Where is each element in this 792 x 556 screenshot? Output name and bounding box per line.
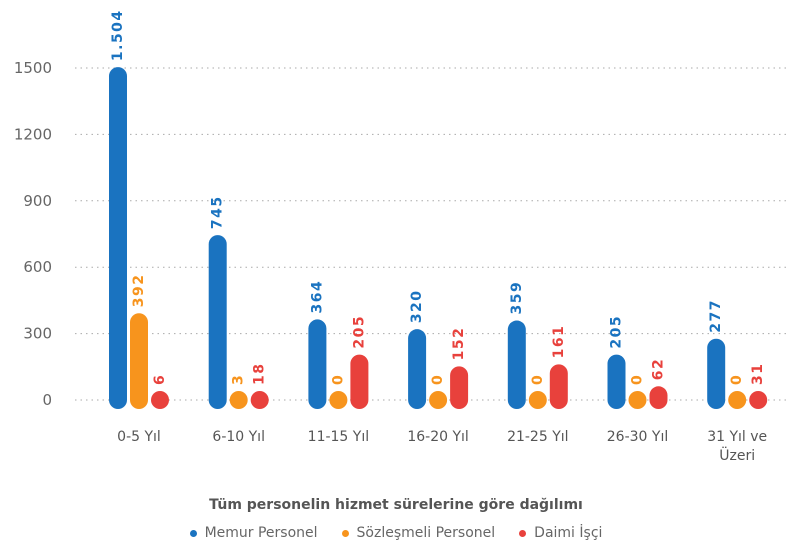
value-label: 745 xyxy=(210,195,226,229)
legend-label: Memur Personel xyxy=(204,525,318,541)
value-label: 1.504 xyxy=(110,9,126,61)
value-label: 6 xyxy=(152,374,168,385)
value-label: 205 xyxy=(609,315,625,349)
value-label: 0 xyxy=(729,374,745,385)
bar xyxy=(250,391,269,409)
legend-marker xyxy=(519,529,527,537)
bar xyxy=(649,386,668,409)
x-tick-label: 31 Yıl ve Üzeri xyxy=(707,429,768,464)
y-tick-label: 600 xyxy=(23,258,52,276)
value-label: 359 xyxy=(509,281,525,315)
x-tick-label: 11-15 Yıl xyxy=(307,429,370,445)
bar xyxy=(308,319,327,409)
y-tick-label: 1500 xyxy=(14,59,52,77)
bar xyxy=(707,338,726,409)
value-label: 320 xyxy=(409,289,425,323)
x-tick-label: 16-20 Yıl xyxy=(407,429,469,445)
value-label: 277 xyxy=(708,299,724,333)
y-tick-label: 900 xyxy=(23,192,52,210)
legend-marker xyxy=(189,529,197,537)
value-label: 392 xyxy=(131,274,147,308)
x-tick-label: 0-5 Yıl xyxy=(117,429,161,445)
value-label: 3 xyxy=(231,374,247,385)
bar xyxy=(350,354,369,409)
value-label: 0 xyxy=(430,374,446,385)
bar xyxy=(549,364,568,409)
bar xyxy=(329,391,348,409)
value-label: 152 xyxy=(451,327,467,361)
bar xyxy=(728,391,747,409)
bar xyxy=(749,391,768,409)
value-label: 31 xyxy=(750,363,766,385)
bar xyxy=(528,391,547,409)
bar xyxy=(151,391,169,409)
legend-label: Sözleşmeli Personel xyxy=(356,525,496,541)
x-tick-label: 26-30 Yıl xyxy=(606,429,669,445)
value-label: 0 xyxy=(630,374,646,385)
bar xyxy=(109,67,127,409)
x-tick-label: 6-10 Yıl xyxy=(212,429,265,445)
legend-marker xyxy=(341,529,349,537)
bar xyxy=(130,313,148,409)
y-tick-label: 0 xyxy=(42,391,52,409)
bar xyxy=(507,320,526,409)
y-tick-label: 1200 xyxy=(14,125,52,143)
bar xyxy=(607,354,626,409)
legend-item: Memur Personel xyxy=(189,525,318,541)
y-tick-label: 300 xyxy=(23,325,52,343)
value-label: 364 xyxy=(309,280,325,314)
legend-label: Daimi İşçi xyxy=(534,525,603,541)
bar xyxy=(229,391,248,409)
value-label: 205 xyxy=(351,315,367,349)
bar xyxy=(208,235,227,409)
legend-item: Daimi İşçi xyxy=(519,525,602,541)
value-label: 62 xyxy=(651,358,667,380)
value-label: 0 xyxy=(530,374,546,385)
bar xyxy=(450,366,469,409)
value-label: 161 xyxy=(551,325,567,359)
legend-item: Sözleşmeli Personel xyxy=(341,525,496,541)
chart-title: Tüm personelin hizmet sürelerine göre da… xyxy=(209,497,583,513)
bar xyxy=(628,391,647,409)
legend: Memur Personel Sözleşmeli Personel Daimi İ… xyxy=(0,525,792,541)
bar xyxy=(429,391,448,409)
bar xyxy=(408,329,427,409)
value-label: 0 xyxy=(330,374,346,385)
x-tick-label: 21-25 Yıl xyxy=(507,429,569,445)
value-label: 18 xyxy=(252,363,268,385)
